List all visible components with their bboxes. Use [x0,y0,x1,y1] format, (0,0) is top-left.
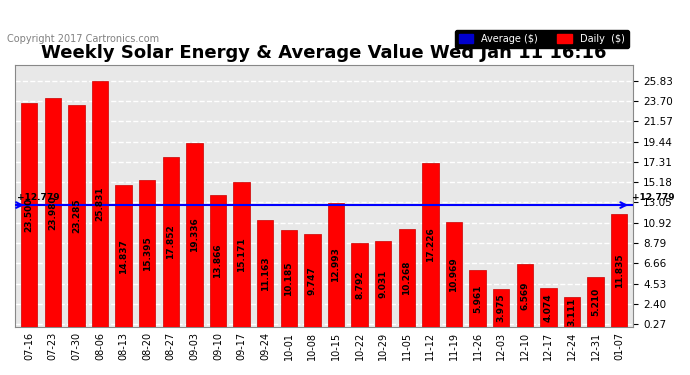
Bar [399,229,415,327]
Bar [115,185,132,327]
Bar [92,81,108,327]
Bar [493,289,509,327]
Bar [68,105,85,327]
Bar [446,222,462,327]
Text: 17.226: 17.226 [426,227,435,262]
Title: Weekly Solar Energy & Average Value Wed Jan 11 16:16: Weekly Solar Energy & Average Value Wed … [41,44,607,62]
Text: 3.111: 3.111 [568,298,577,326]
Text: 17.852: 17.852 [166,224,175,259]
Bar [186,142,203,327]
Bar [517,264,533,327]
Text: 19.336: 19.336 [190,217,199,252]
Text: 25.831: 25.831 [95,186,104,221]
Bar [163,157,179,327]
Text: 23.285: 23.285 [72,199,81,233]
Bar [469,270,486,327]
Legend: Average ($), Daily  ($): Average ($), Daily ($) [455,30,629,48]
Text: 9.747: 9.747 [308,266,317,295]
Text: 6.569: 6.569 [520,281,529,310]
Text: 4.074: 4.074 [544,293,553,322]
Text: 12.993: 12.993 [331,248,340,282]
Text: 10.969: 10.969 [449,257,459,292]
Text: 23.980: 23.980 [48,195,57,230]
Text: 14.837: 14.837 [119,239,128,274]
Text: 10.268: 10.268 [402,261,411,295]
Text: 10.185: 10.185 [284,261,293,296]
Bar [422,163,439,327]
Bar [611,214,627,327]
Bar [233,182,250,327]
Text: 3.975: 3.975 [497,294,506,322]
Bar [21,103,37,327]
Text: 15.395: 15.395 [143,236,152,271]
Text: 5.961: 5.961 [473,284,482,313]
Text: 15.171: 15.171 [237,237,246,272]
Text: +12.779: +12.779 [632,193,675,202]
Text: +12.779: +12.779 [17,193,60,202]
Text: 8.792: 8.792 [355,271,364,299]
Bar [304,234,321,327]
Text: 11.835: 11.835 [615,253,624,288]
Bar [257,220,273,327]
Bar [375,241,391,327]
Bar [281,230,297,327]
Bar [564,297,580,327]
Text: 5.210: 5.210 [591,288,600,316]
Text: 13.866: 13.866 [213,243,222,278]
Text: 9.031: 9.031 [379,270,388,298]
Bar [328,203,344,327]
Bar [351,243,368,327]
Bar [210,195,226,327]
Bar [139,180,155,327]
Text: 11.163: 11.163 [261,256,270,291]
Bar [44,98,61,327]
Bar [540,288,557,327]
Text: 23.500: 23.500 [25,198,34,232]
Text: Copyright 2017 Cartronics.com: Copyright 2017 Cartronics.com [7,34,159,44]
Bar [587,277,604,327]
